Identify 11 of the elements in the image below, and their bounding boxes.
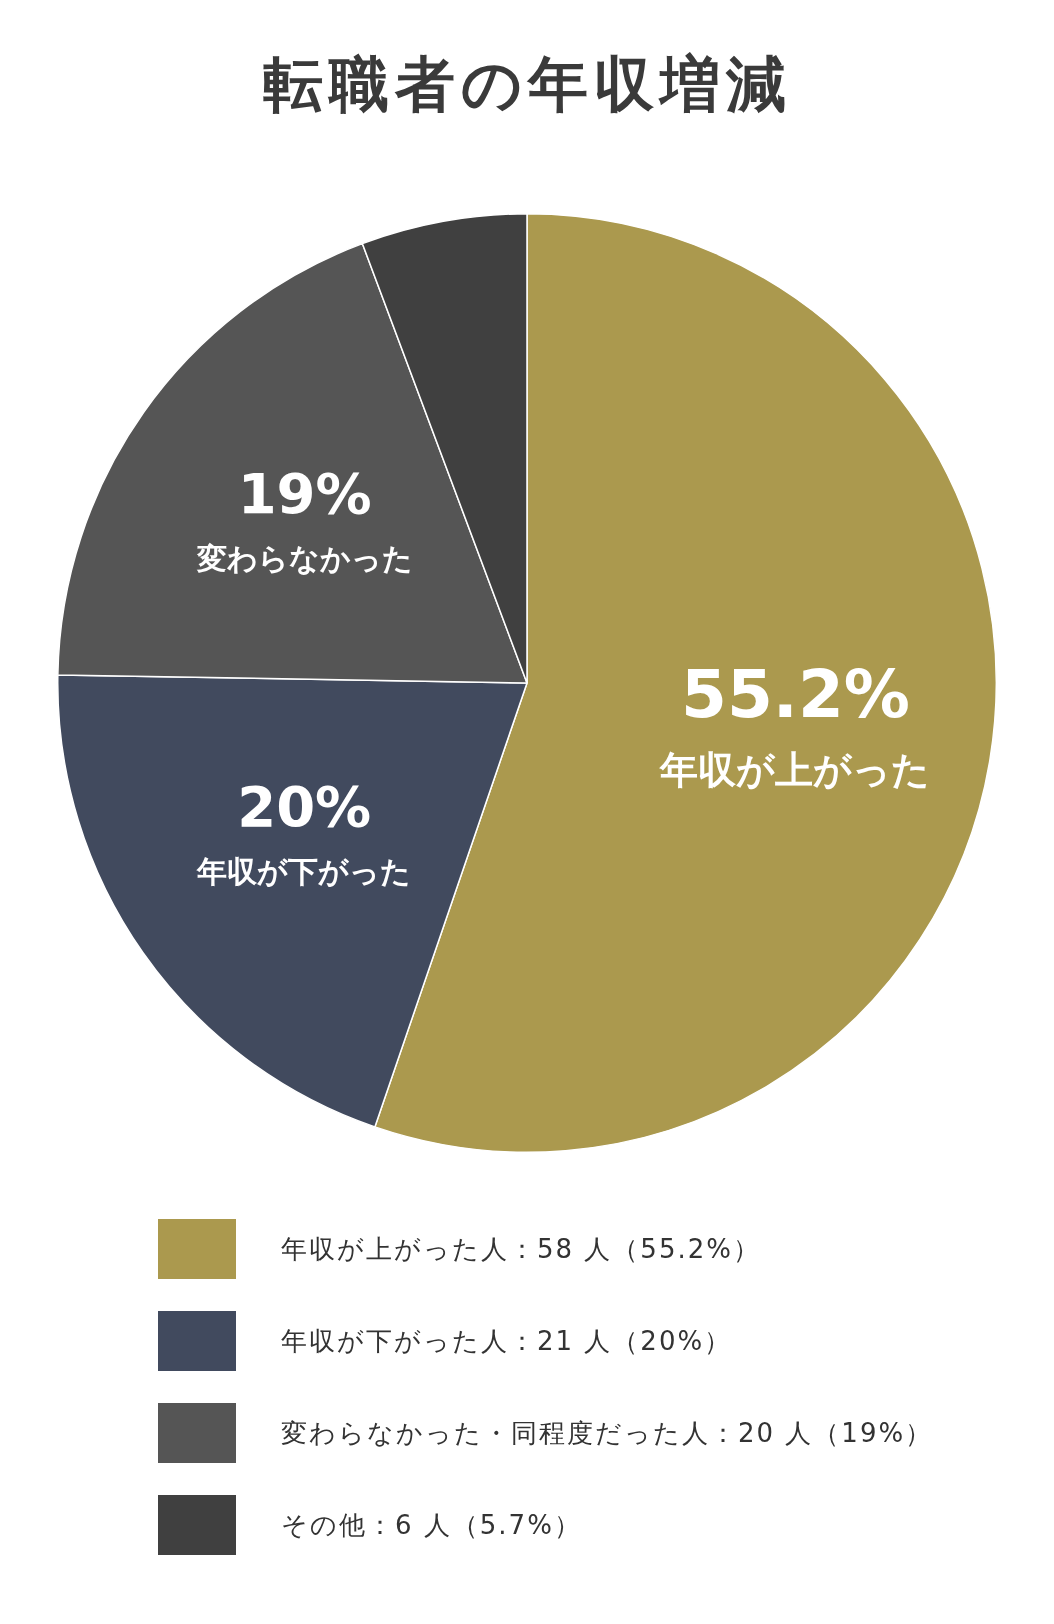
legend-label: その他：6 人（5.7%） [281, 1508, 582, 1542]
chart-title: 転職者の年収増減 [261, 48, 793, 121]
legend-label: 変わらなかった・同程度だった人：20 人（19%） [281, 1416, 934, 1450]
text: 変わらなかった [195, 540, 413, 576]
data-label: 55.2% [680, 655, 910, 733]
text: 年収が上がった [659, 747, 931, 792]
legend-label: 年収が上がった人：58 人（55.2%） [281, 1232, 761, 1266]
text: 年収が下がった [196, 854, 412, 890]
data-label: 19% [237, 460, 372, 526]
legend-label: 年収が下がった人：21 人（20%） [281, 1324, 733, 1358]
data-label: 20% [237, 773, 372, 839]
